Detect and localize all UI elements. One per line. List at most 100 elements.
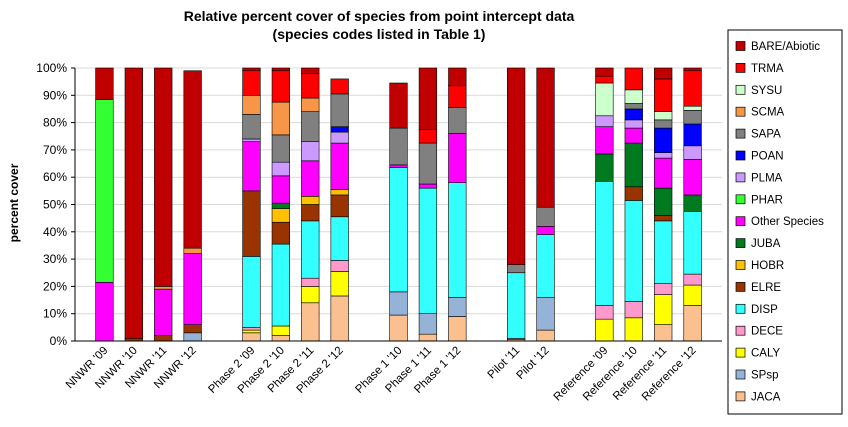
legend-label-elre: ELRE	[751, 282, 781, 294]
legend-swatch-caly	[735, 347, 746, 358]
legend-frame	[727, 29, 843, 415]
bar-segment-bare-abiotic	[242, 67, 261, 72]
bar-segment-juba	[624, 142, 643, 188]
bar-segment-other-species	[330, 142, 349, 190]
bar-segment-disp	[242, 256, 261, 328]
legend-swatch-phar	[735, 194, 746, 205]
bar-segment-jaca	[330, 295, 349, 342]
legend-label-caly: CALY	[751, 348, 781, 360]
bar-segment-dece	[242, 327, 261, 331]
bars	[95, 67, 702, 342]
bar-segment-scma	[271, 101, 290, 136]
legend-swatch-spsp	[735, 369, 746, 380]
legend-label-disp: DISP	[751, 304, 778, 316]
bar-segment-spsp	[448, 297, 467, 317]
bar-segment-bare-abiotic	[154, 67, 173, 287]
y-axis-label: percent cover	[7, 163, 21, 242]
bar-segment-plma	[301, 141, 320, 162]
bar-segment-sapa	[389, 127, 408, 166]
y-tick-label: 100%	[36, 61, 67, 75]
bar-segment-other-species	[595, 126, 614, 155]
axes	[71, 67, 722, 342]
bar-segment-caly	[624, 317, 643, 342]
bar-segment-elre	[330, 194, 349, 218]
legend-swatch-juba	[735, 238, 746, 248]
bar-segment-plma	[654, 152, 673, 159]
bar-segment-elre	[301, 204, 320, 222]
bar-segment-poan	[654, 127, 673, 153]
bar-segment-jaca	[418, 333, 438, 342]
bar-segment-plma	[271, 161, 290, 177]
legend-swatch-jaca	[735, 391, 746, 402]
bar-segment-hobr	[271, 208, 290, 223]
y-tick-label: 30%	[43, 252, 67, 266]
bar-segment-dece	[624, 301, 643, 319]
legend-swatch-elre	[735, 282, 746, 292]
bar-segment-trma	[301, 73, 320, 99]
bar-segment-trma	[418, 129, 438, 144]
legend-label-juba: JUBA	[751, 238, 781, 250]
legend-label-jaca: JACA	[751, 391, 781, 403]
bar-segment-jaca	[536, 329, 555, 342]
legend-label-phar: PHAR	[751, 194, 783, 206]
bar-segment-elre	[624, 186, 643, 201]
bar-segment-poan	[624, 108, 643, 121]
y-tick-label: 70%	[43, 143, 67, 157]
bar-segment-hobr	[301, 196, 320, 205]
bar-segment-bare-abiotic	[536, 67, 555, 208]
bar-segment-trma	[654, 78, 673, 112]
bar-segment-scma	[301, 97, 320, 112]
chart-subtitle: (species codes listed in Table 1)	[273, 26, 486, 42]
bar-segment-other-species	[654, 157, 673, 189]
bar-segment-trma	[595, 75, 614, 84]
bar-segment-bare-abiotic	[301, 67, 320, 74]
bar-segment-caly	[301, 286, 320, 304]
bar-segment-plma	[683, 145, 702, 160]
legend-label-spsp: SPsp	[751, 370, 779, 382]
bar-segment-sapa	[507, 264, 526, 274]
legend-swatch-dece	[735, 325, 746, 336]
y-tick-label: 80%	[43, 116, 67, 130]
bar-segment-sapa	[448, 107, 467, 134]
x-tick-label: Reference '12	[640, 345, 699, 404]
bar-segment-disp	[330, 216, 349, 261]
legend-label-other-species: Other Species	[751, 216, 824, 228]
legend-swatch-bare-abiotic	[735, 41, 746, 51]
y-tick-label: 40%	[43, 225, 67, 239]
bar-segment-other-species	[683, 159, 702, 196]
legend-label-sysu: SYSU	[751, 85, 782, 97]
bar-segment-caly	[595, 318, 614, 342]
bar-segment-disp	[418, 187, 438, 314]
bar-segment-plma	[595, 115, 614, 127]
x-tick-label: Pilot '12	[514, 345, 551, 382]
legend-swatch-poan	[735, 150, 746, 161]
legend-label-trma: TRMA	[751, 63, 784, 75]
bar-segment-disp	[654, 220, 673, 284]
bar-segment-jaca	[242, 332, 261, 342]
legend-swatch-trma	[735, 63, 746, 73]
bar-segment-elre	[271, 221, 290, 245]
bar-segment-plma	[624, 119, 643, 129]
bar-segment-sapa	[654, 119, 673, 129]
y-tick-label: 10%	[43, 307, 67, 321]
bar-segment-sapa	[418, 142, 438, 185]
legend-swatch-sapa	[735, 128, 746, 139]
bar-segment-dece	[654, 283, 673, 295]
bar-segment-juba	[683, 194, 702, 212]
bar-segment-elre	[242, 190, 261, 257]
bar-segment-caly	[683, 284, 702, 306]
bar-segment-scma	[154, 286, 173, 290]
bar-segment-sysu	[624, 89, 643, 104]
bar-segment-bare-abiotic	[95, 67, 114, 100]
bar-segment-jaca	[389, 314, 408, 342]
legend-swatch-sysu	[735, 84, 746, 95]
bar-segment-disp	[507, 272, 526, 339]
bar-segment-dece	[683, 273, 702, 286]
y-tick-labels: 0% 10% 20% 30% 40% 50% 60% 70% 80% 90% 100%	[36, 61, 67, 348]
bar-segment-other-species	[389, 164, 408, 168]
bar-segment-disp	[271, 243, 290, 327]
bar-segment-bare-abiotic	[654, 67, 673, 80]
bar-segment-bare-abiotic	[595, 67, 614, 77]
bar-segment-plma	[242, 138, 261, 143]
bar-segment-jaca	[654, 324, 673, 342]
